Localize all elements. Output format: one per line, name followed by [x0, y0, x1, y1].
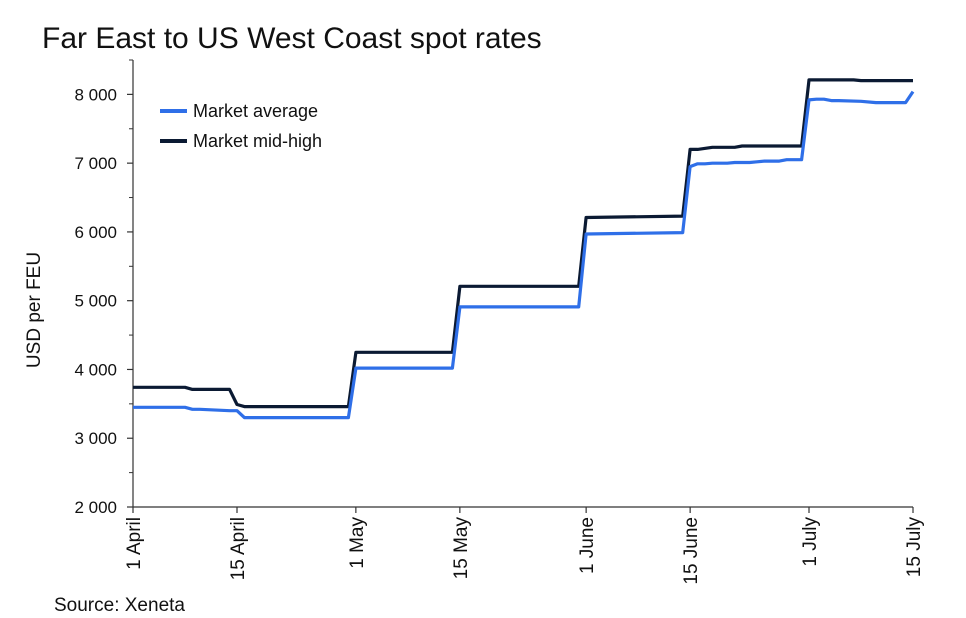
- y-tick-label: 6 000: [74, 223, 117, 242]
- y-tick-label: 3 000: [74, 429, 117, 448]
- y-tick-label: 4 000: [74, 360, 117, 379]
- y-tick-label: 5 000: [74, 292, 117, 311]
- x-axis-ticks: 1 April 15 April 1 May 15 May 1 June 15 June 1…: [124, 507, 925, 585]
- x-tick-label: 1 June: [577, 517, 598, 574]
- y-tick-label: 2 000: [74, 498, 117, 517]
- legend-label: Market average: [193, 101, 318, 121]
- series-lines: [133, 78, 915, 420]
- x-tick-label: 1 April: [124, 517, 145, 570]
- x-tick-label: 15 June: [681, 517, 702, 585]
- x-tick-label: 1 July: [800, 517, 821, 567]
- series-line-market-average: [133, 90, 915, 420]
- legend: Market average Market mid-high: [160, 101, 322, 151]
- y-tick-label: 8 000: [74, 85, 117, 104]
- x-tick-label: 15 July: [904, 517, 925, 578]
- x-tick-label: 15 May: [451, 517, 472, 580]
- legend-label: Market mid-high: [193, 131, 322, 151]
- y-tick-label: 7 000: [74, 154, 117, 173]
- axes: [132, 60, 913, 508]
- series-line-market-mid-high: [133, 78, 913, 409]
- chart-title: Far East to US West Coast spot rates: [42, 22, 542, 55]
- x-tick-label: 1 May: [347, 517, 368, 569]
- y-axis-ticks: 2 000 3 000 4 000 5 000 6 000 7 000 8 000: [74, 59, 133, 517]
- source-note: Source: Xeneta: [54, 595, 185, 616]
- x-tick-label: 15 April: [228, 517, 249, 580]
- y-axis-label: USD per FEU: [24, 252, 45, 368]
